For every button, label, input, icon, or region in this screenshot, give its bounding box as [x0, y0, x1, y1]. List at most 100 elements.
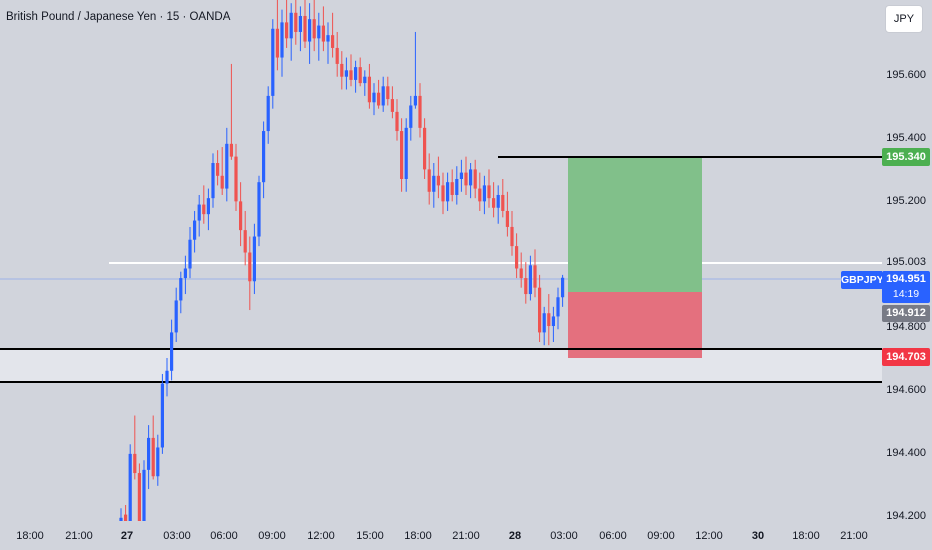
- time-axis[interactable]: 18:00 21:00 27 03:00 06:00 09:00 12:00 1…: [0, 521, 932, 550]
- symbol-tag: GBPJPY: [841, 271, 884, 289]
- candle-body-down: [423, 127, 427, 170]
- candle-body-down: [510, 226, 514, 247]
- candle: [505, 191, 509, 237]
- candle-body-up: [561, 277, 565, 298]
- candle: [220, 147, 224, 195]
- candle: [524, 262, 528, 304]
- candle: [289, 3, 293, 61]
- candle-body-down: [441, 185, 445, 202]
- candle-body-down: [358, 67, 362, 84]
- candle-body-down: [335, 47, 339, 64]
- time-label: 15:00: [356, 530, 384, 542]
- support-zone[interactable]: [0, 349, 882, 382]
- candle-body-up: [211, 163, 215, 199]
- candle-body-up: [551, 316, 555, 327]
- candle: [381, 76, 385, 112]
- candle: [133, 415, 137, 480]
- candle: [528, 255, 532, 301]
- candle-body-up: [317, 25, 321, 39]
- candle: [312, 0, 316, 52]
- candle-body-up: [197, 204, 201, 221]
- candle: [124, 505, 128, 521]
- bar-countdown: 14:19: [892, 288, 920, 300]
- candle-body-up: [119, 517, 123, 521]
- price-label: 194.200: [886, 510, 926, 522]
- candle-body-down: [400, 131, 404, 179]
- candle: [303, 0, 307, 48]
- chart-plot-area[interactable]: British Pound / Japanese Yen · 15 · OAND…: [0, 0, 882, 521]
- candle-body-up: [363, 76, 367, 84]
- candle-body-down: [519, 268, 523, 279]
- candle: [234, 143, 238, 211]
- candle: [386, 76, 390, 106]
- candle-body-up: [183, 268, 187, 279]
- time-label: 09:00: [647, 530, 675, 542]
- candle: [252, 223, 256, 295]
- price-label: 194.600: [886, 384, 926, 396]
- candle-body-down: [386, 86, 390, 100]
- candle-body-up: [556, 297, 560, 317]
- candle-body-down: [248, 252, 252, 282]
- candle: [275, 0, 279, 71]
- candle: [326, 22, 330, 64]
- candle: [459, 159, 463, 192]
- candle-body-up: [459, 172, 463, 179]
- candle: [409, 95, 413, 141]
- candle: [418, 83, 422, 138]
- candle-body-down: [524, 278, 528, 295]
- candle: [542, 306, 546, 346]
- candle: [206, 188, 210, 231]
- candle: [188, 226, 192, 279]
- candle: [404, 118, 408, 192]
- candle-body-down: [367, 76, 371, 103]
- candle-body-down: [124, 514, 128, 521]
- candle-body-down: [294, 12, 298, 32]
- candle: [547, 294, 551, 346]
- candle: [533, 249, 537, 298]
- candle-body-down: [473, 169, 477, 189]
- candle-body-down: [515, 246, 519, 269]
- profit-target-zone[interactable]: [568, 157, 702, 292]
- candle: [436, 156, 440, 199]
- time-label: 03:00: [163, 530, 191, 542]
- candle: [280, 9, 284, 77]
- candle: [354, 60, 358, 93]
- candle-body-down: [505, 210, 509, 227]
- candle: [450, 169, 454, 202]
- candle: [165, 357, 169, 397]
- candle-body-down: [377, 92, 381, 106]
- chart-drawings-layer: [0, 156, 882, 383]
- candle: [257, 175, 261, 247]
- candle: [243, 210, 247, 266]
- candle-body-up: [156, 447, 160, 477]
- candle-body-down: [331, 35, 335, 48]
- candle-body-down: [151, 437, 155, 477]
- time-label: 09:00: [258, 530, 286, 542]
- candle-body-down: [418, 95, 422, 128]
- candle-body-up: [165, 370, 169, 384]
- price-axis[interactable]: 195.600 195.400 195.200 195.003 194.800 …: [882, 0, 932, 522]
- chart-title: British Pound / Japanese Yen · 15 · OAND…: [6, 11, 231, 23]
- candle-body-down: [390, 99, 394, 112]
- candle-body-up: [496, 194, 500, 208]
- time-label: 03:00: [550, 530, 578, 542]
- candle-body-down: [234, 156, 238, 202]
- take-profit-price-tag: 195.340: [882, 148, 930, 166]
- candle: [321, 6, 325, 52]
- candle: [344, 57, 348, 90]
- candlestick-series: [119, 0, 565, 521]
- candle: [492, 182, 496, 218]
- currency-button[interactable]: JPY: [885, 5, 923, 33]
- candle-body-up: [142, 469, 146, 521]
- time-label: 06:00: [599, 530, 627, 542]
- candle-body-up: [354, 67, 358, 80]
- candle-body-down: [216, 163, 220, 176]
- candle-body-up: [542, 313, 546, 333]
- stop-loss-zone[interactable]: [568, 292, 702, 358]
- candle: [478, 172, 482, 211]
- candle: [229, 63, 233, 160]
- candle: [262, 121, 266, 199]
- candle: [377, 79, 381, 109]
- candle-body-up: [413, 95, 417, 106]
- candle-body-up: [289, 12, 293, 39]
